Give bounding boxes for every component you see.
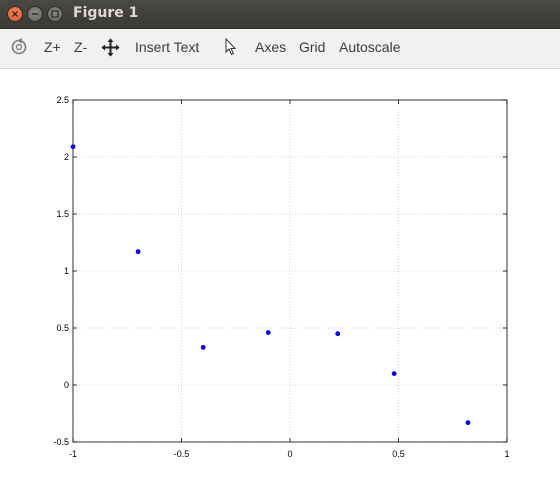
window-title: Figure 1 bbox=[73, 5, 139, 21]
y-tick-label: 1.5 bbox=[56, 209, 69, 219]
data-point bbox=[335, 331, 341, 337]
insert-text-button[interactable]: Insert Text bbox=[135, 39, 200, 55]
minimize-window-button[interactable] bbox=[27, 6, 43, 22]
y-tick-label: 1 bbox=[64, 266, 69, 276]
pan-button[interactable] bbox=[101, 38, 120, 61]
grid-button[interactable]: Grid bbox=[299, 39, 326, 55]
zoom-out-button[interactable]: Z- bbox=[74, 39, 88, 55]
axis-ticks: -1 -0.5 0 0.5 1-0.500.511.522.5 bbox=[53, 95, 509, 459]
close-icon bbox=[12, 11, 18, 17]
data-point bbox=[265, 330, 271, 335]
data-point bbox=[465, 420, 471, 426]
scatter-series bbox=[70, 144, 471, 426]
x-tick-label: -0.5 bbox=[174, 449, 190, 459]
select-button[interactable] bbox=[224, 37, 238, 60]
x-tick-label: 0.5 bbox=[392, 449, 405, 459]
cursor-arrow-icon bbox=[225, 37, 237, 56]
rotate-icon bbox=[11, 38, 27, 55]
y-tick-label: -0.5 bbox=[53, 437, 69, 447]
axes-button[interactable]: Axes bbox=[255, 39, 287, 55]
y-tick-label: 2 bbox=[64, 152, 69, 162]
y-tick-label: 0 bbox=[64, 380, 69, 390]
pan-arrows-icon bbox=[101, 38, 120, 57]
grid-lines bbox=[72, 99, 508, 443]
autoscale-button[interactable]: Autoscale bbox=[339, 39, 401, 55]
x-tick-label: -1 bbox=[69, 449, 77, 459]
minimize-icon bbox=[32, 13, 38, 15]
close-window-button[interactable] bbox=[7, 6, 23, 22]
maximize-window-button[interactable] bbox=[47, 6, 63, 22]
x-tick-label: 0 bbox=[287, 449, 292, 459]
data-point bbox=[391, 371, 397, 376]
zoom-in-button[interactable]: Z+ bbox=[44, 39, 61, 55]
data-point bbox=[135, 249, 141, 255]
data-point bbox=[200, 344, 206, 350]
figure-toolbar: Z+ Z- Insert Text Axes Grid Autoscale bbox=[0, 29, 560, 69]
data-point bbox=[70, 144, 76, 150]
y-tick-label: 0.5 bbox=[56, 323, 69, 333]
x-tick-label: 1 bbox=[504, 449, 509, 459]
title-bar: Figure 1 bbox=[0, 0, 560, 29]
rotate-button[interactable] bbox=[10, 38, 28, 60]
maximize-icon bbox=[51, 10, 59, 18]
y-tick-label: 2.5 bbox=[56, 95, 69, 105]
